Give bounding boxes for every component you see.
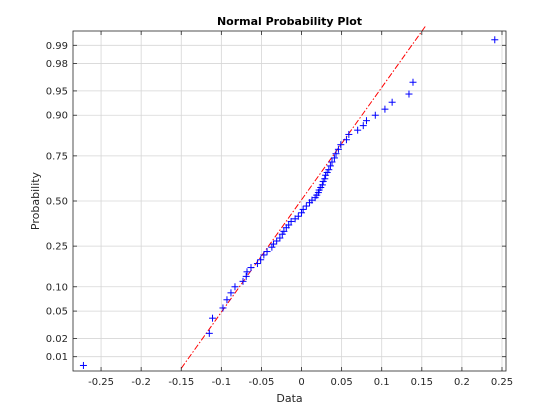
data-point — [287, 217, 295, 225]
data-point — [285, 221, 293, 229]
data-point — [263, 248, 271, 256]
data-point — [381, 105, 389, 113]
data-point — [321, 175, 329, 183]
data-markers — [79, 36, 499, 369]
x-axis-ticks: -0.25 -0.2 -0.15 -0.1 -0.05 0 0.05 0.1 0.15 0.2 0.… — [88, 31, 513, 388]
chart-title: Normal Probability Plot — [217, 15, 362, 28]
x-tick-label: 0.05 — [330, 377, 352, 388]
data-point — [362, 117, 370, 125]
x-tick-label: -0.1 — [212, 377, 232, 388]
y-tick-label: 0.98 — [46, 59, 68, 70]
data-point — [219, 304, 227, 312]
data-point — [345, 130, 353, 138]
y-tick-label: 0.01 — [46, 352, 68, 363]
x-tick-label: 0.15 — [411, 377, 433, 388]
data-point — [276, 234, 284, 242]
data-point — [332, 150, 340, 158]
data-point — [79, 361, 87, 369]
reference-fit-line — [180, 25, 427, 369]
x-tick-label: -0.25 — [88, 377, 114, 388]
data-point — [328, 158, 336, 166]
y-tick-label: 0.05 — [46, 307, 68, 318]
data-point — [260, 251, 268, 259]
x-tick-label: 0.1 — [374, 377, 390, 388]
data-point — [388, 98, 396, 106]
x-tick-label: -0.15 — [168, 377, 194, 388]
data-point — [242, 272, 250, 280]
y-tick-label: 0.25 — [46, 242, 68, 253]
x-tick-label: -0.2 — [131, 377, 151, 388]
data-point — [342, 136, 350, 144]
data-point — [299, 205, 307, 213]
data-point — [326, 162, 334, 170]
data-point — [354, 126, 362, 134]
x-tick-label: 0 — [298, 377, 304, 388]
data-point — [231, 283, 239, 291]
data-point — [325, 166, 333, 174]
y-tick-label: 0.10 — [46, 282, 68, 293]
x-tick-label: 0.2 — [454, 377, 470, 388]
data-point — [243, 268, 251, 276]
data-point — [205, 329, 213, 337]
y-axis-label: Probability — [29, 171, 42, 230]
y-tick-label: 0.95 — [46, 86, 68, 97]
data-point — [491, 36, 499, 44]
data-point — [337, 141, 345, 149]
y-tick-label: 0.50 — [46, 197, 68, 208]
data-point — [405, 90, 413, 98]
data-point — [298, 209, 306, 217]
data-point — [302, 202, 310, 210]
data-point — [269, 240, 277, 248]
y-tick-label: 0.02 — [46, 334, 68, 345]
y-tick-label: 0.75 — [46, 151, 68, 162]
data-point — [227, 289, 235, 297]
data-point — [268, 243, 276, 251]
data-point — [294, 212, 302, 220]
data-point — [209, 314, 217, 322]
data-point — [330, 154, 338, 162]
data-point — [257, 256, 265, 264]
data-point — [273, 237, 281, 245]
x-tick-label: 0.25 — [491, 377, 513, 388]
data-point — [223, 296, 231, 304]
data-point — [247, 264, 255, 272]
grid — [73, 31, 506, 371]
data-point — [280, 227, 288, 235]
data-point — [359, 122, 367, 130]
data-point — [371, 111, 379, 119]
data-point — [239, 277, 247, 285]
data-point — [253, 260, 261, 268]
y-axis-ticks: 0.01 0.02 0.05 0.10 0.25 0.50 0.75 0.90 0.95 0.98… — [46, 41, 506, 363]
x-tick-label: -0.05 — [248, 377, 274, 388]
y-tick-label: 0.99 — [46, 41, 68, 52]
reference-line — [180, 25, 427, 369]
x-axis-label: Data — [276, 392, 302, 405]
data-point — [409, 78, 417, 86]
data-point — [318, 181, 326, 189]
data-point — [334, 145, 342, 153]
y-tick-label: 0.90 — [46, 111, 68, 122]
